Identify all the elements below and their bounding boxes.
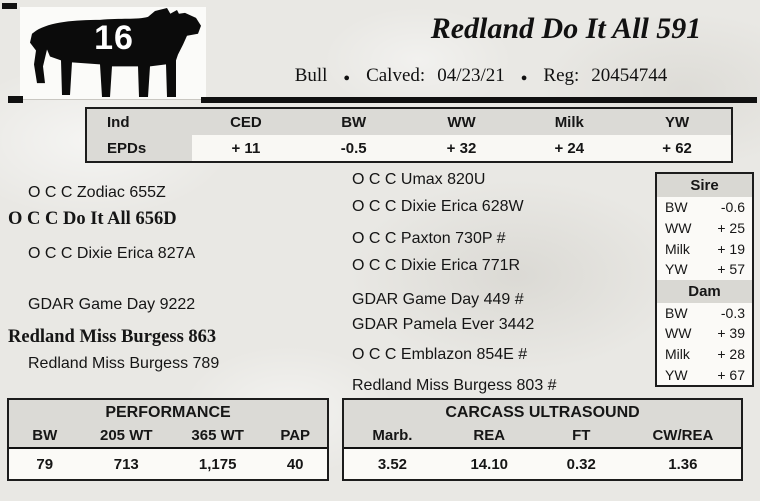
performance-values: 79 713 1,175 40 <box>9 447 327 479</box>
trait-label: Milk <box>665 240 690 257</box>
pedigree-dam-dam: Redland Miss Burgess 789 <box>28 355 220 372</box>
lot-number: 16 <box>94 19 134 57</box>
animal-name-title: Redland Do It All 591 <box>430 12 702 45</box>
trait-value: + 67 <box>717 366 745 383</box>
trait-label: WW <box>665 219 692 236</box>
trait-value: + 28 <box>717 346 745 363</box>
parent-epd-panel: Sire BW -0.6 WW + 25 Milk + 19 YW + 57 D… <box>655 172 754 387</box>
performance-headers: BW 205 WT 365 WT PAP <box>9 423 327 447</box>
epd-row2-label: EPDs <box>107 139 147 157</box>
epd-row1-label: Ind <box>107 113 130 131</box>
pedigree-sire-dam: O C C Dixie Erica 827A <box>28 245 196 262</box>
animal-subtitle: Bull ● Calved: 04/23/21 ● Reg: 20454744 <box>205 63 757 89</box>
trait-value: + 25 <box>717 219 745 236</box>
pedigree-sire-sire-dam: O C C Dixie Erica 628W <box>352 198 524 215</box>
carcass-col-header: CW/REA <box>652 426 714 444</box>
epd-table: Ind CED BW WW Milk YW EPDs + 11 -0.5 + 3… <box>85 107 733 163</box>
performance-col-header: BW <box>32 426 58 444</box>
pedigree-sire-sire-sire: O C C Umax 820U <box>352 171 486 188</box>
pedigree-sire-sire: O C C Zodiac 655Z <box>28 184 166 201</box>
pedigree-sire: O C C Do It All 656D <box>8 209 177 229</box>
lot-photo-box: 16 <box>20 7 206 100</box>
reg-number: 20454744 <box>591 65 668 86</box>
performance-table: PERFORMANCE BW 205 WT 365 WT PAP 79 713 … <box>7 398 329 481</box>
bullet-separator: ● <box>520 72 528 84</box>
performance-value: 1,175 <box>198 455 237 473</box>
trait-label: YW <box>665 261 688 278</box>
pedigree-dam-sire-dam: GDAR Pamela Ever 3442 <box>352 316 535 333</box>
bullet-separator: ● <box>343 72 351 84</box>
performance-col-header: 365 WT <box>191 426 244 444</box>
carcass-col-header: Marb. <box>372 426 413 444</box>
carcass-values: 3.52 14.10 0.32 1.36 <box>344 447 741 479</box>
dam-epd-row: Milk + 28 <box>657 344 752 365</box>
trait-value: + 39 <box>717 325 745 342</box>
carcass-col-header: FT <box>572 426 591 444</box>
pedigree-dam: Redland Miss Burgess 863 <box>8 327 217 347</box>
epd-col-header: YW <box>665 113 690 131</box>
sire-epd-row: Milk + 19 <box>657 238 752 259</box>
epd-col-header: BW <box>341 113 367 131</box>
carcass-headers: Marb. REA FT CW/REA <box>344 423 741 447</box>
trait-label: Milk <box>665 346 690 363</box>
carcass-value: 14.10 <box>470 455 509 473</box>
trait-label: WW <box>665 325 692 342</box>
carcass-ultrasound-table: CARCASS ULTRASOUND Marb. REA FT CW/REA 3… <box>342 398 743 481</box>
dam-epd-row: YW + 67 <box>657 364 752 385</box>
performance-col-header: PAP <box>280 426 311 444</box>
performance-title: PERFORMANCE <box>105 404 231 421</box>
pedigree-sire-dam-dam: O C C Dixie Erica 771R <box>352 257 521 274</box>
carcass-title: CARCASS ULTRASOUND <box>445 404 640 421</box>
epd-value: + 24 <box>515 135 624 161</box>
pedigree-sire-dam-sire: O C C Paxton 730P # <box>352 230 506 247</box>
sire-epd-row: BW -0.6 <box>657 197 752 218</box>
trait-label: BW <box>665 199 688 216</box>
sire-epd-row: YW + 57 <box>657 259 752 280</box>
epd-col-header: WW <box>447 113 476 131</box>
sire-epd-row: WW + 25 <box>657 218 752 239</box>
carcass-value: 0.32 <box>566 455 596 473</box>
sex-label: Bull <box>294 65 328 86</box>
epd-value: + 62 <box>623 135 731 161</box>
sire-panel-header: Sire <box>657 174 752 197</box>
epd-value: + 32 <box>407 135 516 161</box>
pedigree-dam-dam-dam: Redland Miss Burgess 803 # <box>352 377 557 394</box>
scan-artifact <box>2 3 17 9</box>
performance-col-header: 205 WT <box>100 426 153 444</box>
bull-silhouette-icon <box>30 7 201 98</box>
epd-value: + 11 <box>192 135 300 161</box>
header-rule <box>201 97 757 103</box>
epd-col-header: CED <box>230 113 262 131</box>
performance-value: 713 <box>113 455 139 473</box>
epd-value: -0.5 <box>299 135 408 161</box>
performance-value: 40 <box>286 455 304 473</box>
pedigree-dam-sire-sire: GDAR Game Day 449 # <box>352 291 524 308</box>
header-rule-left-dash <box>8 96 23 103</box>
carcass-value: 1.36 <box>668 455 698 473</box>
trait-value: + 19 <box>717 240 745 257</box>
trait-value: -0.3 <box>720 304 745 321</box>
trait-label: YW <box>665 366 688 383</box>
dam-panel-header: Dam <box>657 279 752 303</box>
trait-label: BW <box>665 304 688 321</box>
carcass-col-header: REA <box>473 426 506 444</box>
reg-label: Reg: <box>543 65 580 86</box>
pedigree-dam-dam-sire: O C C Emblazon 854E # <box>352 346 528 363</box>
performance-value: 79 <box>36 455 54 473</box>
dam-epd-row: WW + 39 <box>657 323 752 344</box>
calved-date: 04/23/21 <box>437 65 505 86</box>
epd-col-header: Milk <box>554 113 584 131</box>
trait-value: -0.6 <box>720 199 745 216</box>
carcass-value: 3.52 <box>377 455 408 473</box>
dam-epd-row: BW -0.3 <box>657 303 752 324</box>
trait-value: + 57 <box>717 261 745 278</box>
calved-label: Calved: <box>366 65 426 86</box>
pedigree-dam-sire: GDAR Game Day 9222 <box>28 296 196 313</box>
